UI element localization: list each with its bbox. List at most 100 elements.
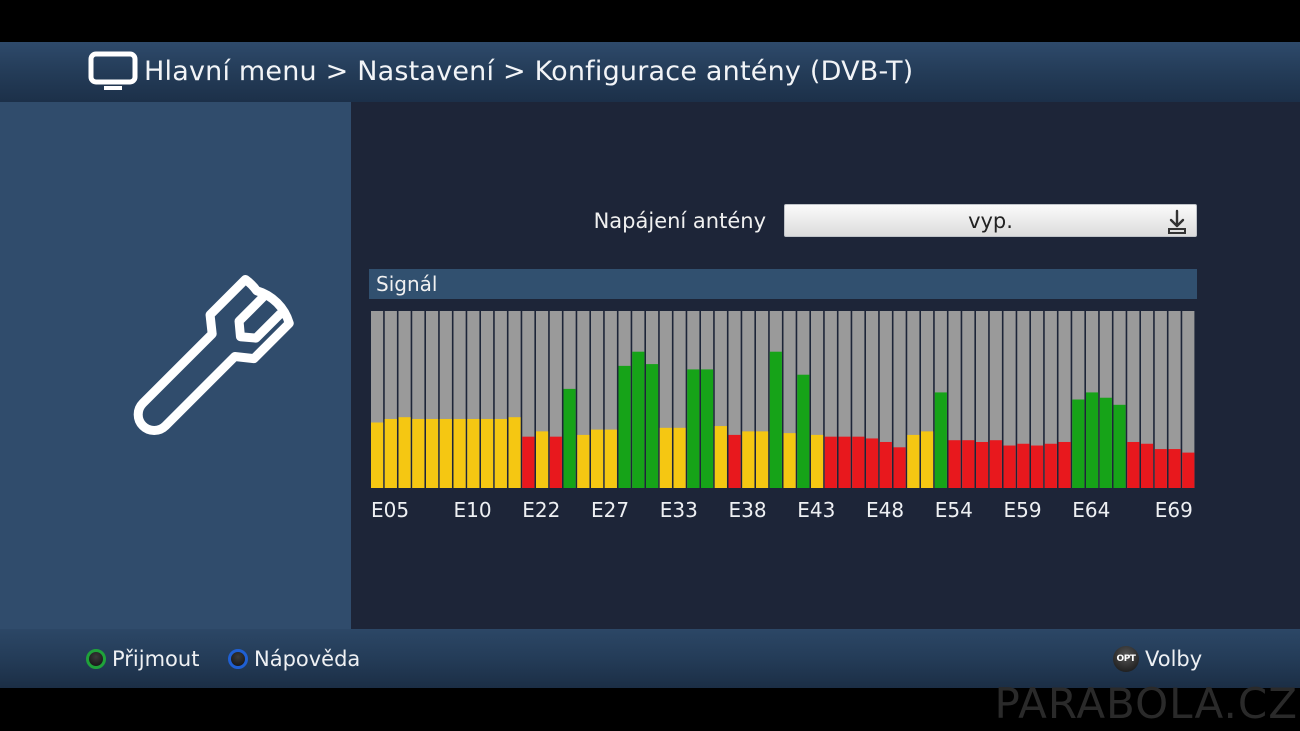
channel-tick-label: E48: [866, 498, 905, 522]
signal-bar: [618, 365, 631, 488]
signal-bar: [976, 441, 989, 488]
signal-bar: [481, 418, 494, 488]
signal-bar: [646, 364, 659, 488]
signal-bar: [412, 418, 425, 488]
accept-button[interactable]: Přijmout: [86, 644, 199, 674]
signal-bar: [536, 431, 549, 488]
help-button[interactable]: Nápověda: [228, 644, 360, 674]
opt-key-icon: OPT: [1113, 646, 1139, 672]
signal-bar: [866, 438, 879, 488]
wrench-icon: [133, 274, 294, 435]
signal-section-header: Signál: [369, 269, 1197, 299]
options-button[interactable]: OPT Volby: [1113, 644, 1202, 674]
options-label: Volby: [1145, 647, 1203, 671]
channel-tick-label: E05: [371, 498, 410, 522]
signal-bar-track: [1031, 311, 1044, 488]
signal-bar: [1127, 441, 1140, 488]
signal-bar-track: [1154, 311, 1167, 488]
signal-bar: [811, 434, 824, 488]
watermark: PARABOLA.CZ: [994, 679, 1298, 728]
signal-bar: [893, 447, 906, 488]
signal-bar: [659, 427, 672, 488]
channel-tick-label: E54: [934, 498, 973, 522]
signal-bar: [453, 418, 466, 488]
signal-bar: [728, 434, 741, 488]
signal-bar-track: [1182, 311, 1195, 488]
signal-bar: [852, 436, 865, 488]
signal-bar-track: [1003, 311, 1016, 488]
signal-bar: [439, 418, 452, 488]
signal-bar: [632, 351, 645, 488]
signal-bar: [921, 431, 934, 488]
channel-tick-label: E38: [728, 498, 767, 522]
signal-bar: [701, 369, 714, 488]
antenna-power-select[interactable]: vyp.: [784, 204, 1197, 237]
signal-bar: [934, 392, 947, 488]
signal-bar: [1154, 449, 1167, 488]
signal-bar: [604, 429, 617, 488]
antenna-power-value: vyp.: [968, 209, 1013, 233]
channel-tick-label: E64: [1072, 498, 1111, 522]
signal-bar: [1113, 404, 1126, 488]
blue-key-icon: [228, 649, 248, 669]
signal-bar-track: [893, 311, 906, 488]
download-icon: [1168, 209, 1186, 234]
signal-bar: [687, 369, 700, 488]
signal-bar: [563, 388, 576, 488]
channel-tick-label: E59: [1003, 498, 1042, 522]
signal-bar: [371, 422, 384, 488]
signal-bar: [673, 427, 686, 488]
signal-bar: [797, 374, 810, 488]
signal-bar: [783, 433, 796, 488]
signal-bar: [426, 418, 439, 488]
channel-tick-label: E27: [591, 498, 630, 522]
channel-tick-label: E22: [522, 498, 561, 522]
signal-bar: [522, 436, 535, 488]
signal-bar: [508, 417, 521, 488]
signal-bar: [1044, 443, 1057, 488]
green-key-icon: [86, 649, 106, 669]
header-bar: Hlavní menu > Nastavení > Konfigurace an…: [0, 42, 1300, 102]
signal-bar: [1017, 443, 1030, 488]
channel-tick-label: E33: [659, 498, 698, 522]
signal-bar: [1072, 399, 1085, 488]
signal-bar: [467, 418, 480, 488]
signal-section-title: Signál: [376, 272, 438, 296]
signal-bar: [1182, 452, 1195, 488]
signal-bar: [1003, 445, 1016, 488]
signal-bar: [742, 431, 755, 488]
signal-bar: [1086, 392, 1099, 488]
signal-bar: [591, 429, 604, 488]
signal-bar-track: [1168, 311, 1181, 488]
channel-tick-label: E43: [797, 498, 836, 522]
signal-bar: [398, 417, 411, 488]
signal-bar: [948, 440, 961, 488]
signal-bar: [824, 436, 837, 488]
signal-bar: [769, 351, 782, 488]
accept-label: Přijmout: [112, 647, 200, 671]
help-label: Nápověda: [254, 647, 361, 671]
footer-bar: Přijmout Nápověda OPT Volby: [0, 629, 1300, 688]
signal-bar: [838, 436, 851, 488]
channel-tick-label: E69: [1154, 498, 1193, 522]
signal-bar: [577, 434, 590, 488]
signal-bar: [962, 440, 975, 488]
signal-bar: [549, 436, 562, 488]
signal-bar: [714, 426, 727, 488]
signal-bar: [989, 440, 1002, 488]
signal-bar: [1141, 443, 1154, 488]
tv-icon: [88, 51, 138, 90]
signal-bar: [879, 441, 892, 488]
signal-bar: [756, 431, 769, 488]
breadcrumb: Hlavní menu > Nastavení > Konfigurace an…: [144, 56, 914, 87]
signal-bar: [384, 418, 397, 488]
signal-bar: [1031, 445, 1044, 488]
signal-bar: [1168, 449, 1181, 488]
channel-tick-label: E10: [453, 498, 492, 522]
signal-bar: [1058, 441, 1071, 488]
channel-axis: E05 E10 E22 E27 E33 E38 E43 E48 E54 E59 E64 E69: [371, 495, 1201, 525]
signal-chart: [371, 311, 1195, 488]
antenna-power-label: Napájení antény: [593, 209, 766, 233]
signal-bar: [494, 418, 507, 488]
signal-bar: [907, 434, 920, 488]
